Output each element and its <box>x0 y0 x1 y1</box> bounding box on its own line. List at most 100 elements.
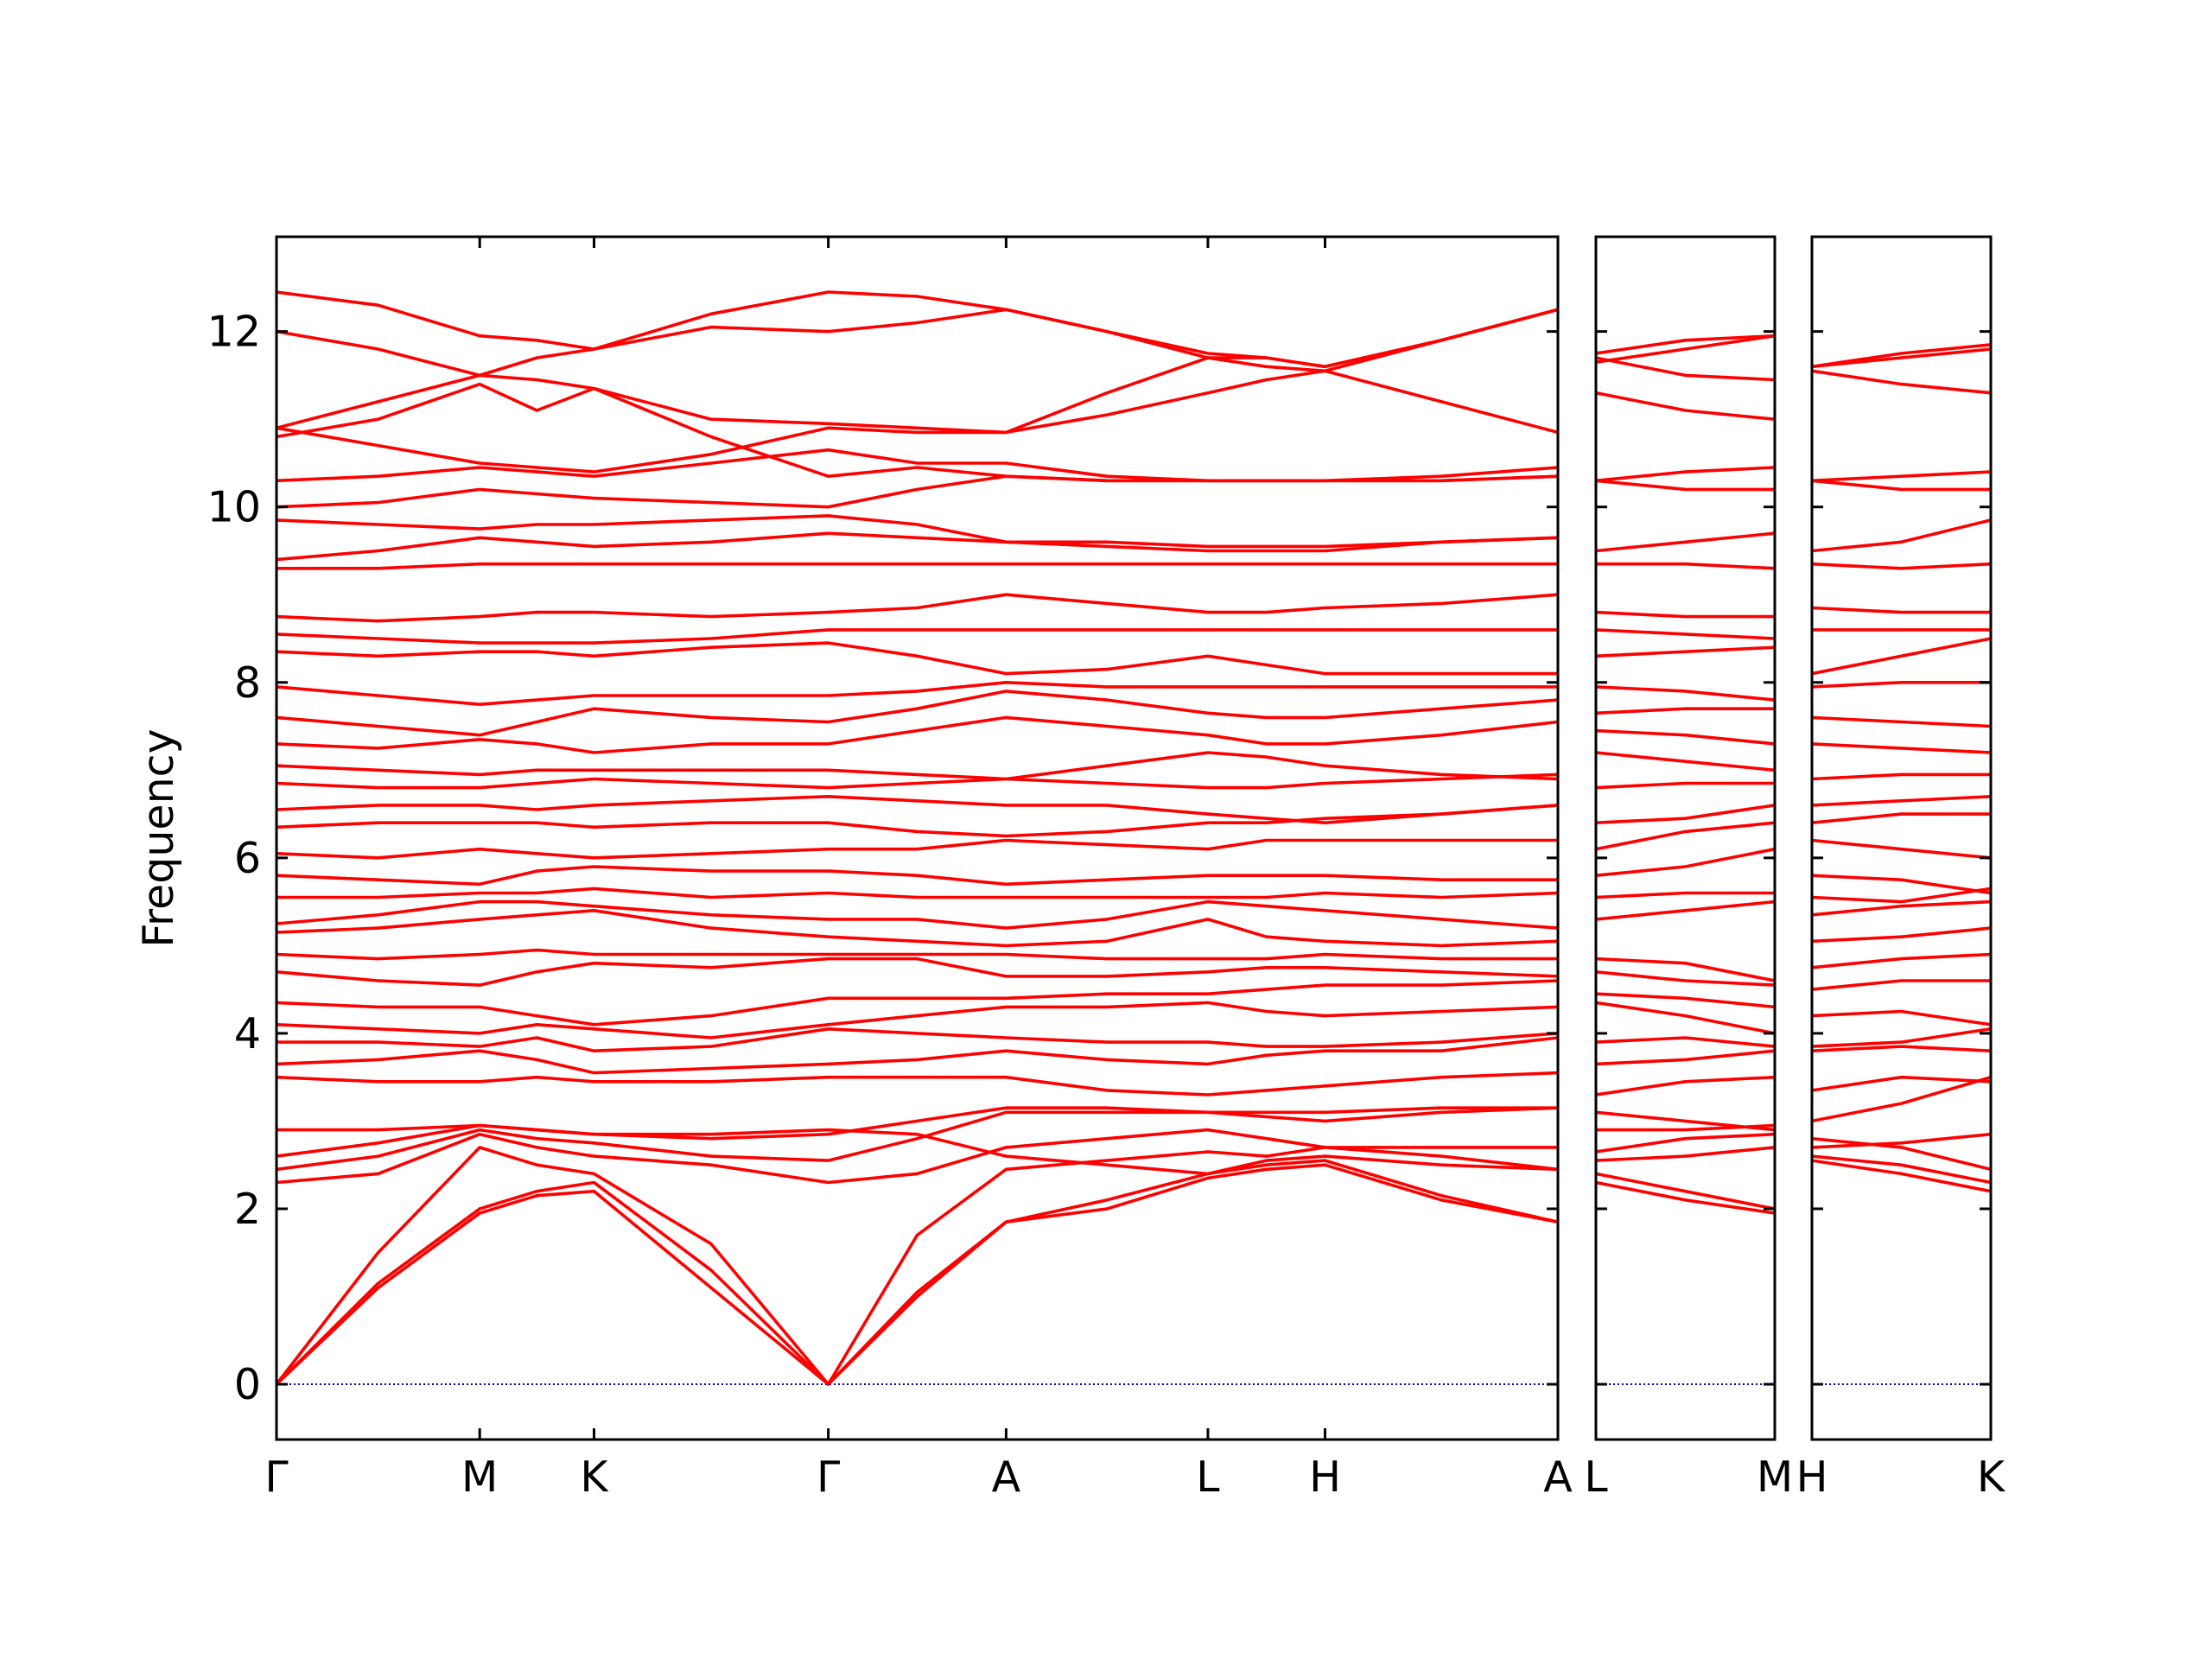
band-line <box>1812 343 1991 369</box>
y-tick-label: 10 <box>207 483 261 532</box>
band-line <box>276 1106 1558 1172</box>
band-line <box>1812 772 1991 781</box>
plot-area <box>1812 343 1991 1386</box>
band-line <box>1596 1110 1775 1132</box>
band-line <box>276 308 1558 378</box>
y-tick-label: 12 <box>207 308 261 357</box>
band-line <box>1812 887 1991 904</box>
band-line <box>276 1128 1558 1185</box>
band-line <box>276 948 1558 961</box>
band-line <box>1596 628 1775 640</box>
band-line <box>1596 1172 1775 1211</box>
panel-frame <box>1810 235 1993 1441</box>
band-line <box>276 628 1558 645</box>
plot-area <box>276 290 1558 1386</box>
band-line <box>276 979 1558 1027</box>
band-line <box>1596 847 1775 877</box>
band-line <box>276 369 1558 474</box>
y-tick-label: 0 <box>234 1360 261 1409</box>
y-tick-label: 2 <box>234 1185 261 1234</box>
band-line <box>276 290 1558 369</box>
band-line <box>1812 874 1991 895</box>
band-line <box>1596 1132 1775 1154</box>
x-tick-label: L <box>1196 1452 1220 1502</box>
band-line <box>1596 957 1775 982</box>
band-line <box>1596 610 1775 619</box>
band-line <box>276 562 1558 570</box>
band-line <box>1596 728 1775 746</box>
band-line <box>1812 795 1991 807</box>
band-line <box>1812 1027 1991 1048</box>
band-line <box>276 751 1558 781</box>
band-line <box>1596 1075 1775 1096</box>
band-line <box>1812 1159 1991 1193</box>
band-line <box>1596 899 1775 921</box>
x-tick-label: K <box>580 1452 609 1502</box>
band-line <box>1596 821 1775 851</box>
band-line <box>1812 979 1991 991</box>
band-line <box>1596 531 1775 553</box>
band-line <box>1596 645 1775 658</box>
band-line <box>276 957 1558 987</box>
band-line <box>276 1001 1558 1039</box>
band-line <box>1812 1009 1991 1027</box>
band-line <box>276 531 1558 562</box>
x-tick-label: M <box>1757 1452 1793 1502</box>
band-line <box>276 1071 1558 1096</box>
band-line <box>1812 952 1991 969</box>
band-line <box>1596 334 1775 364</box>
x-tick-label: A <box>1543 1452 1573 1502</box>
band-line <box>1596 1146 1775 1162</box>
x-tick-label: Γ <box>264 1452 289 1502</box>
x-tick-label: K <box>1977 1452 2006 1502</box>
x-tick-label: A <box>992 1452 1021 1502</box>
band-line <box>1812 1154 1991 1185</box>
band-line <box>1812 369 1991 395</box>
band-line <box>276 514 1558 549</box>
band-line <box>1596 781 1775 790</box>
band-line <box>276 448 1558 483</box>
band-line <box>1812 637 1991 676</box>
band-line <box>1596 751 1775 772</box>
band-line <box>1596 562 1775 570</box>
band-line <box>1812 899 1991 917</box>
x-tick-label: H <box>1309 1452 1341 1502</box>
band-line <box>276 1159 1558 1386</box>
band-line <box>1596 1049 1775 1066</box>
panel-frame <box>1594 235 1777 1441</box>
band-line <box>1812 479 1991 492</box>
band-line <box>1596 1001 1775 1035</box>
band-line <box>1812 1045 1991 1052</box>
plot-area <box>1596 334 1775 1386</box>
y-tick-label: 8 <box>234 658 261 708</box>
band-line <box>1812 562 1991 570</box>
band-line <box>1812 838 1991 860</box>
band-line <box>1812 1132 1991 1149</box>
panel-frame <box>275 235 1560 1441</box>
band-line <box>1596 970 1775 987</box>
band-line <box>276 308 1558 435</box>
band-line <box>1596 992 1775 1009</box>
band-line <box>276 909 1558 948</box>
band-line <box>1596 707 1775 715</box>
band-line <box>1596 891 1775 899</box>
band-line <box>1812 1075 1991 1123</box>
band-line <box>276 865 1558 887</box>
band-line <box>276 1146 1558 1386</box>
band-line <box>276 838 1558 860</box>
band-line <box>276 899 1558 930</box>
band-line <box>1596 391 1775 421</box>
band-line <box>1596 804 1775 824</box>
band-line <box>276 772 1558 790</box>
band-line <box>276 593 1558 623</box>
band-line <box>276 690 1558 737</box>
x-tick-label: L <box>1584 1452 1608 1502</box>
band-line <box>1596 479 1775 492</box>
band-line <box>1812 681 1991 689</box>
band-line <box>1812 1136 1991 1172</box>
band-line <box>1812 518 1991 553</box>
band-line <box>276 1027 1558 1052</box>
x-tick-label: H <box>1796 1452 1828 1502</box>
